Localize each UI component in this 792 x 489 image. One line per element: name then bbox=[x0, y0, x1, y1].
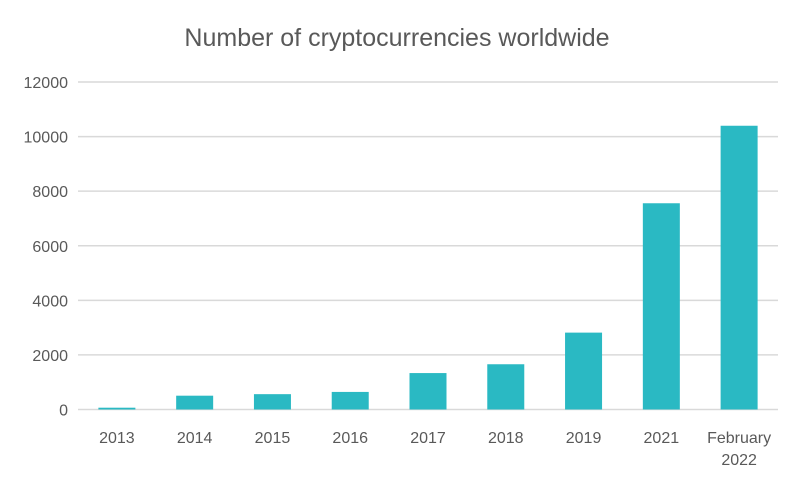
bar bbox=[176, 395, 214, 410]
bar bbox=[253, 394, 291, 410]
chart-title: Number of cryptocurrencies worldwide bbox=[184, 24, 609, 52]
y-tick-label: 2000 bbox=[32, 348, 68, 365]
bar bbox=[487, 364, 525, 410]
y-tick-label: 6000 bbox=[32, 239, 68, 256]
bar bbox=[409, 373, 447, 410]
y-tick-label: 8000 bbox=[32, 184, 68, 201]
x-tick-label: 2015 bbox=[255, 430, 291, 447]
bar bbox=[565, 332, 603, 410]
bar bbox=[642, 203, 680, 410]
x-tick-label: 2019 bbox=[566, 430, 602, 447]
x-tick-label: February 2022 bbox=[707, 430, 771, 469]
y-tick-label: 12000 bbox=[24, 75, 69, 92]
y-axis-ticks: 0 2000 4000 6000 8000 10000 12000 bbox=[24, 75, 69, 420]
x-tick-label: 2017 bbox=[410, 430, 446, 447]
gridlines bbox=[78, 81, 778, 411]
x-tick-label: 2013 bbox=[99, 430, 135, 447]
bars bbox=[98, 125, 758, 410]
bar bbox=[720, 125, 758, 410]
x-tick-label: 2014 bbox=[177, 430, 213, 447]
x-axis-ticks: 2013 2014 2015 2016 2017 2018 2019 2021 February… bbox=[99, 430, 771, 469]
x-tick-label: 2018 bbox=[488, 430, 524, 447]
y-tick-label: 4000 bbox=[32, 293, 68, 310]
bar bbox=[331, 391, 369, 410]
y-tick-label: 0 bbox=[59, 403, 68, 420]
bar bbox=[98, 407, 136, 410]
x-tick-label: 2021 bbox=[644, 430, 680, 447]
x-tick-label: 2016 bbox=[332, 430, 368, 447]
y-tick-label: 10000 bbox=[24, 130, 69, 147]
